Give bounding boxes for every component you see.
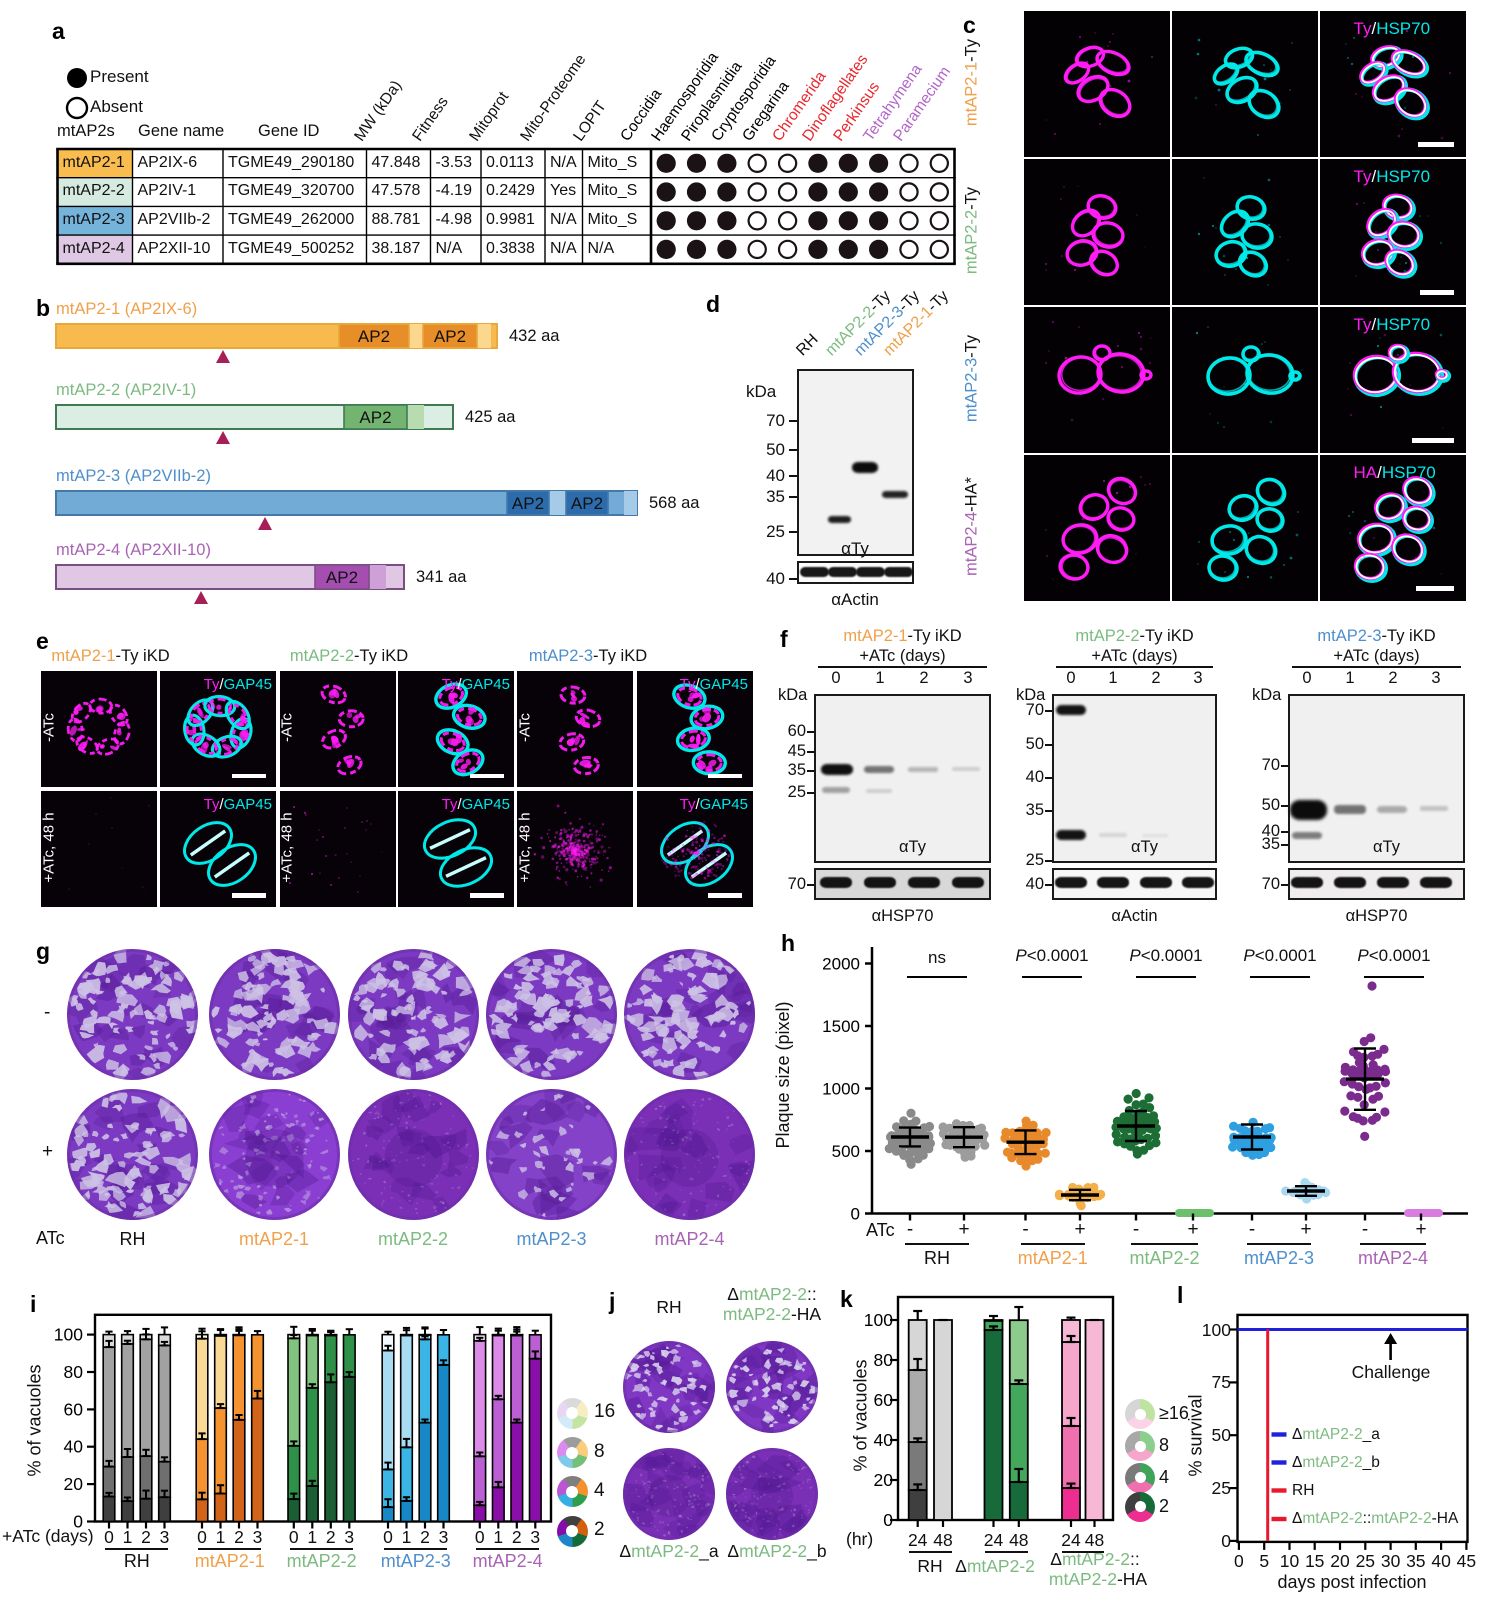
svg-text:40: 40 xyxy=(874,1430,894,1450)
svg-text:AP2: AP2 xyxy=(571,494,603,513)
svg-text:20: 20 xyxy=(64,1474,84,1494)
svg-text:0: 0 xyxy=(883,1510,893,1530)
svg-text:100: 100 xyxy=(864,1310,893,1330)
svg-text:80: 80 xyxy=(64,1362,84,1382)
svg-text:500: 500 xyxy=(832,1142,860,1161)
svg-text:40: 40 xyxy=(64,1437,84,1457)
svg-text:AP2: AP2 xyxy=(359,408,391,427)
svg-text:60: 60 xyxy=(874,1390,894,1410)
svg-text:1500: 1500 xyxy=(822,1017,860,1036)
svg-text:AP2: AP2 xyxy=(434,327,466,346)
svg-text:20: 20 xyxy=(874,1470,894,1490)
svg-text:80: 80 xyxy=(874,1350,894,1370)
svg-text:2000: 2000 xyxy=(822,955,860,974)
svg-text:0: 0 xyxy=(73,1512,83,1532)
svg-text:AP2: AP2 xyxy=(326,568,358,587)
svg-text:60: 60 xyxy=(64,1399,84,1419)
svg-text:AP2: AP2 xyxy=(512,494,544,513)
svg-text:0: 0 xyxy=(851,1205,860,1224)
svg-text:AP2: AP2 xyxy=(358,327,390,346)
svg-text:1000: 1000 xyxy=(822,1080,860,1099)
svg-text:100: 100 xyxy=(54,1325,83,1345)
